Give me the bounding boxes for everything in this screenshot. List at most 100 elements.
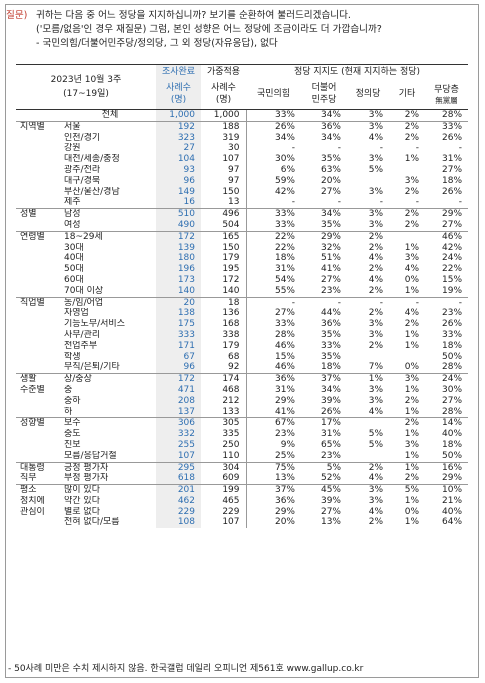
table-row: 대구/경북 96 97 59% 20% 3% 18% [16,175,468,187]
justice-cell: 4% [368,132,383,143]
ppp-cell: 42% [245,186,301,198]
party-other-header: 기타 [389,79,425,110]
sample-complete-cell: 137 [156,406,201,418]
date-range: (17~19일) [63,89,109,99]
group-label [16,319,62,330]
table-row: 성향별 보수 306 305 67% 17% 2% 14% [16,417,469,430]
sample-complete-cell: 510 [156,208,201,220]
question-tag: 질문) [6,10,28,21]
poll-table: 2023년 10월 3주 (17~19일) 조사완료 가중적용 정당 지지도 (… [16,64,469,529]
ppp-cell: 33% [245,109,301,122]
sample-complete-cell: 208 [156,395,201,407]
subgroup-label: 많이 있다 [62,484,156,496]
sample-weighted-cell: 195 [222,264,240,275]
noparty-cell: 14% [425,417,469,430]
other-cell: - [389,296,425,309]
dpk-cell: 13% [320,517,341,528]
table-row: 강원 27 30- - - - - [16,143,468,155]
table-row: 수준별 중 471 468 31% 34% 3% 1% 30% [16,384,468,396]
ppp-cell: 26% [245,120,301,133]
dpk-cell: 52% [320,473,341,484]
subgroup-label: 약간 있다 [64,495,100,506]
dpk-cell: 34% [320,132,341,143]
group-label: 평소 [16,484,62,496]
justice-cell [347,451,389,462]
table-row: 50대 196 195 31% 41% 2% 4% 22% [16,264,468,275]
other-cell: 2% [404,473,419,484]
question-line: 귀하는 다음 중 어느 정당을 지지하십니까? 보기를 순환하여 불러드리겠습니… [36,10,351,21]
dpk-cell: 33% [320,340,341,351]
sample-complete-cell: 295 [156,461,201,474]
justice-cell: 3% [368,495,383,506]
dpk-cell: 35% [320,329,341,340]
subgroup-label: 중 [64,384,73,395]
other-cell: 0% [404,506,419,517]
sample-complete-cell: 107 [156,450,201,462]
ppp-cell: 31% [245,384,301,396]
subgroup-label: 중도 [64,429,81,440]
table-row: 여성 490 504 33% 35% 3% 2% 27% [16,219,468,232]
subgroup-label: 인천/경기 [64,132,101,143]
other-cell: 1% [404,517,419,528]
noparty-cell: 27% [442,219,463,230]
sample-weighted-cell: 305 [201,417,246,430]
noparty-cell: - [425,296,469,309]
sample-complete-cell: 255 [156,439,201,451]
ppp-cell: 22% [245,242,301,254]
noparty-cell: 26% [442,319,463,330]
ppp-cell: 18% [245,253,301,265]
table-row: 전혀 없다/모름 108 107 20% 13% 2% 1% 64% [16,517,468,529]
sample-weighted-cell: 338 [222,329,240,340]
group-label [16,165,62,176]
sample-weighted-cell: 199 [201,484,246,496]
dpk-cell: 34% [301,109,347,122]
group-label [16,109,62,122]
other-cell: 2% [389,120,425,133]
justice-cell: 2% [368,285,383,296]
other-cell: - [415,197,419,208]
other-cell: 3% [404,439,419,450]
subgroup-label: 학생 [64,351,81,362]
group-label [16,275,62,286]
other-cell: 1% [404,429,419,440]
sample-weighted-cell: 250 [222,439,240,450]
table-row: 40대 180 179 18% 51% 4% 3% 24% [16,253,468,265]
other-cell: 1% [404,406,419,417]
ppp-cell: 33% [245,319,301,330]
table-row: 하 137 133 41% 26% 4% 1% 28% [16,406,468,418]
justice-cell: 2% [368,264,383,275]
subgroup-label: 모름/응답거절 [64,450,117,461]
group-label [16,197,62,208]
noparty-cell: 18% [442,175,463,186]
party-justice-header: 정의당 [347,79,389,110]
other-cell: 5% [389,484,425,496]
noparty-cell: 16% [425,461,469,474]
noparty-cell: 31% [442,154,463,165]
justice-cell: 3% [368,395,383,406]
subgroup-label: 전혀 없다/모름 [64,517,120,528]
ppp-cell: 59% [245,175,301,187]
noparty-cell: 50% [442,450,463,461]
table-row: 사무/관리 333 338 28% 35% 3% 1% 33% [16,329,468,341]
other-cell: 2% [389,417,425,430]
footnote: - 50사례 미만은 수치 제시하지 않음. 한국갤럽 데일리 오피니언 제56… [8,664,364,674]
subgroup-label: 보수 [62,417,156,430]
noparty-cell: 42% [442,242,463,253]
sample-weighted-cell: 150 [222,242,240,253]
sample-weighted-cell: 18 [201,296,246,309]
noparty-cell: 18% [442,439,463,450]
dpk-cell: 32% [320,242,341,253]
table-row: 전체 1,000 1,000 33% 34% 3% 2% 28% [16,109,469,122]
justice-cell: 2% [347,461,389,474]
table-row: 부산/울산/경남 149 150 42% 27% 3% 2% 26% [16,186,468,198]
sample-complete-header: 조사완료 [156,64,201,79]
sample-weighted-header: 가중적용 [201,64,246,79]
sample-complete-cell: 173 [156,274,201,286]
question-lines: 귀하는 다음 중 어느 정당을 지지하십니까? 보기를 순환하여 불러드리겠습니… [36,9,382,51]
sample-weighted-cell: 229 [222,506,240,517]
group-label: 연령별 [16,230,62,243]
justice-cell: 3% [368,329,383,340]
subgroup-label: 30대 [64,242,84,253]
dpk-cell: 44% [320,308,341,319]
ppp-cell: 36% [245,373,301,385]
